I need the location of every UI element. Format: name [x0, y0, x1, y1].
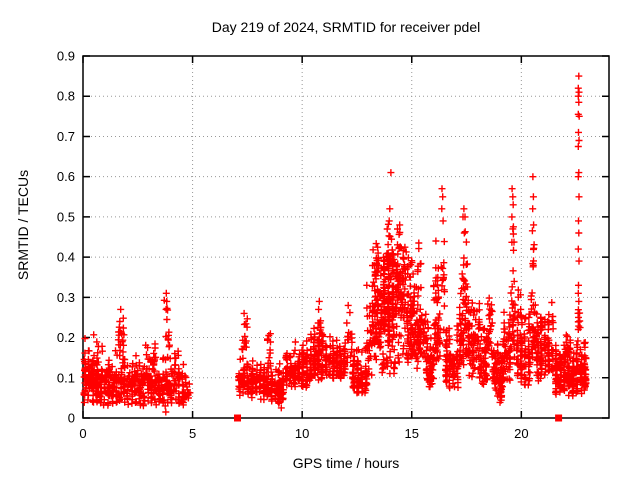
x-tick-label: 0: [79, 426, 86, 441]
x-axis-label: GPS time / hours: [292, 455, 400, 471]
y-tick-label: 0.2: [57, 330, 75, 345]
y-tick-label: 0.8: [57, 89, 75, 104]
y-tick-label: 0.1: [57, 370, 75, 385]
grid-lines: [83, 56, 609, 418]
chart-title: Day 219 of 2024, SRMTID for receiver pde…: [211, 19, 481, 35]
y-tick-label: 0.3: [57, 290, 75, 305]
x-tick-label: 15: [405, 426, 419, 441]
y-tick-label: 0.6: [57, 169, 75, 184]
x-tick-label: 20: [514, 426, 528, 441]
y-tick-label: 0.9: [57, 49, 75, 64]
x-tick-label: 10: [295, 426, 309, 441]
y-tick-label: 0: [68, 411, 75, 426]
scatter-points: [80, 72, 590, 416]
zero-marker-square: [555, 414, 563, 422]
zero-marker-square: [234, 414, 242, 422]
y-tick-label: 0.7: [57, 129, 75, 144]
y-tick-label: 0.5: [57, 209, 75, 224]
y-tick-label: 0.4: [57, 250, 75, 265]
x-tick-label: 5: [189, 426, 196, 441]
plot-border: [82, 55, 610, 419]
